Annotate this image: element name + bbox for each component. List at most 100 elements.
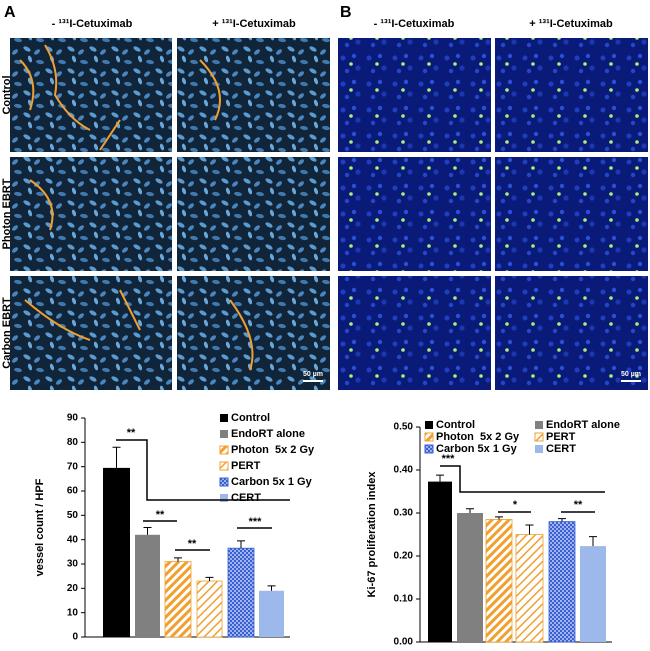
y-tick-label: 0 <box>72 632 78 643</box>
error-bar <box>267 585 276 591</box>
y-tick-label: 60 <box>67 486 79 497</box>
bar <box>227 547 255 638</box>
error-bar <box>112 446 121 468</box>
micrograph <box>338 276 491 390</box>
bar <box>259 590 284 637</box>
error-bar <box>143 527 152 535</box>
axis <box>419 427 612 643</box>
significance-bracket <box>440 465 605 493</box>
legend-swatch <box>424 444 434 454</box>
y-tick-label: 0.40 <box>394 465 414 476</box>
legend-label: EndoRT alone <box>546 419 620 431</box>
y-tick-label: 90 <box>67 413 79 424</box>
significance-label: * <box>513 499 518 511</box>
legend-swatch <box>534 432 544 442</box>
scale-bar-label: 50 µm <box>303 371 323 378</box>
micrograph <box>495 276 648 390</box>
column-label: + ¹³¹I-Cetuximab <box>529 18 613 30</box>
error-bar <box>558 518 566 522</box>
legend-label: PERT <box>546 431 576 443</box>
row-label: Control <box>1 75 13 114</box>
y-tick-label: 50 <box>67 510 79 521</box>
significance-label: *** <box>249 516 263 528</box>
error-bar <box>237 540 245 549</box>
bar <box>580 546 606 642</box>
significance-label: ** <box>188 538 197 550</box>
legend-swatch <box>220 414 228 422</box>
significance-bracket <box>116 439 290 501</box>
micrograph <box>10 157 172 271</box>
panel-label: A <box>4 4 16 21</box>
y-tick-label: 80 <box>67 437 79 448</box>
legend-label: CERT <box>546 443 576 455</box>
y-axis-label: vessel count / HPF <box>34 478 46 576</box>
micrograph <box>10 38 172 152</box>
legend-swatch <box>219 461 229 471</box>
y-tick-label: 0.20 <box>394 551 414 562</box>
y-tick-label: 70 <box>67 461 79 472</box>
error-bar <box>436 474 444 482</box>
bar <box>135 534 160 637</box>
panel-label: B <box>340 4 352 21</box>
legend-swatch <box>219 477 229 487</box>
error-bar <box>205 576 214 582</box>
legend-label: Photon 5x 2 Gy <box>231 444 315 456</box>
legend-swatch <box>220 430 228 438</box>
legend-swatch <box>424 432 434 442</box>
error-bar <box>525 524 534 535</box>
legend-label: Carbon 5x 1 Gy <box>231 476 313 488</box>
bar <box>103 467 130 637</box>
micrographs <box>10 38 648 390</box>
significance-label: *** <box>442 453 456 465</box>
bar <box>164 561 192 638</box>
micrograph <box>177 38 330 152</box>
micrograph <box>10 276 172 390</box>
micrograph <box>177 157 330 271</box>
row-label: Carbon EBRT <box>1 297 13 369</box>
error-bar <box>466 508 474 513</box>
micrograph <box>177 276 330 390</box>
column-label: - ¹³¹I-Cetuximab <box>374 18 455 30</box>
bar <box>548 521 576 643</box>
significance-label: ** <box>156 509 165 521</box>
bar <box>196 580 223 638</box>
bar <box>428 481 452 642</box>
scale-bar-label: 50 µm <box>621 371 641 378</box>
micrograph <box>495 38 648 152</box>
y-axis-label: Ki-67 proliferation index <box>366 471 378 598</box>
y-tick-label: 0.50 <box>394 422 414 433</box>
error-bar <box>495 516 503 520</box>
bar <box>457 513 483 642</box>
micrograph <box>495 157 648 271</box>
legend-swatch <box>425 421 433 429</box>
y-tick-label: 20 <box>67 583 79 594</box>
legend-swatch <box>219 445 229 455</box>
bar <box>485 519 513 643</box>
error-bar <box>174 557 182 562</box>
micrograph <box>338 157 491 271</box>
legend-label: Carbon 5x 1 Gy <box>436 443 518 455</box>
column-label: + ¹³¹I-Cetuximab <box>212 18 296 30</box>
row-label: Photon EBRT <box>1 178 13 249</box>
y-tick-label: 0.10 <box>394 594 414 605</box>
column-label: - ¹³¹I-Cetuximab <box>52 18 133 30</box>
legend-label: Control <box>436 419 475 431</box>
legend-label: EndoRT alone <box>231 428 305 440</box>
significance-label: ** <box>127 427 136 439</box>
error-bar <box>589 536 597 547</box>
legend-label: Control <box>231 412 270 424</box>
legend-label: Photon 5x 2 Gy <box>436 431 520 443</box>
legend-swatch <box>535 445 543 453</box>
micrograph <box>338 38 491 152</box>
y-tick-label: 40 <box>67 534 79 545</box>
legend-swatch <box>220 494 228 502</box>
legend-label: CERT <box>231 492 261 504</box>
y-tick-label: 30 <box>67 559 79 570</box>
bar <box>515 534 544 643</box>
y-tick-label: 0.00 <box>394 637 414 648</box>
legend-label: PERT <box>231 460 261 472</box>
vessel-stain <box>19 44 254 371</box>
significance-label: ** <box>574 499 583 511</box>
y-tick-label: 10 <box>67 607 79 618</box>
